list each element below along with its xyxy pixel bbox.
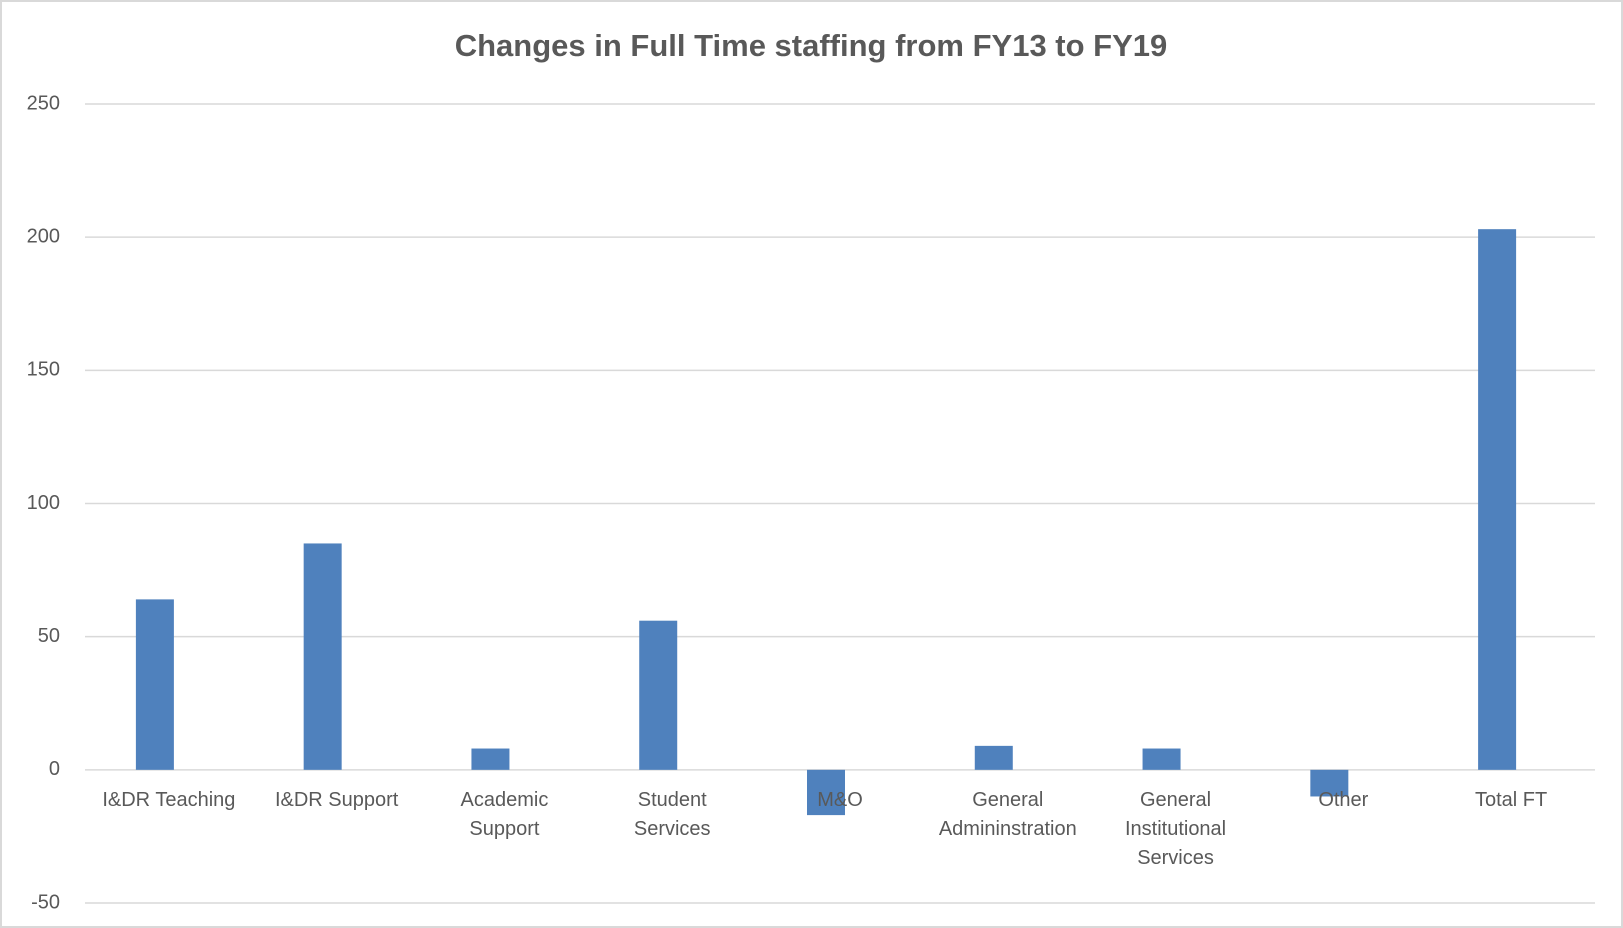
chart-title: Changes in Full Time staffing from FY13 … — [455, 28, 1168, 63]
y-tick-label: 0 — [49, 758, 60, 780]
bar — [1478, 229, 1517, 770]
x-tick-label: I&DR Support — [274, 788, 399, 811]
y-tick-label: 150 — [27, 359, 60, 381]
y-tick-label: 200 — [27, 225, 60, 247]
x-tick-label: I&DR Teaching — [102, 788, 236, 811]
y-tick-label: 100 — [27, 492, 60, 514]
x-tick-label: General Admininstration — [938, 788, 1077, 840]
x-tick-label: General Institutional Services — [1124, 788, 1227, 869]
bar — [135, 599, 174, 770]
bar — [1142, 748, 1181, 770]
bar — [1310, 769, 1349, 797]
bar — [639, 620, 678, 770]
bar — [807, 769, 845, 816]
y-tick-label: 250 — [27, 92, 60, 114]
x-tick-label: Other — [1318, 788, 1369, 811]
bar — [471, 748, 510, 770]
bar — [974, 745, 1013, 770]
y-tick-label: 50 — [38, 625, 60, 647]
y-tick-label: -50 — [31, 891, 60, 913]
bar — [303, 543, 342, 770]
x-tick-label: Total FT — [1474, 788, 1548, 811]
x-tick-label: M&O — [817, 788, 863, 811]
x-tick-label: Academic Support — [460, 788, 549, 840]
x-tick-label: Student Services — [633, 788, 711, 840]
